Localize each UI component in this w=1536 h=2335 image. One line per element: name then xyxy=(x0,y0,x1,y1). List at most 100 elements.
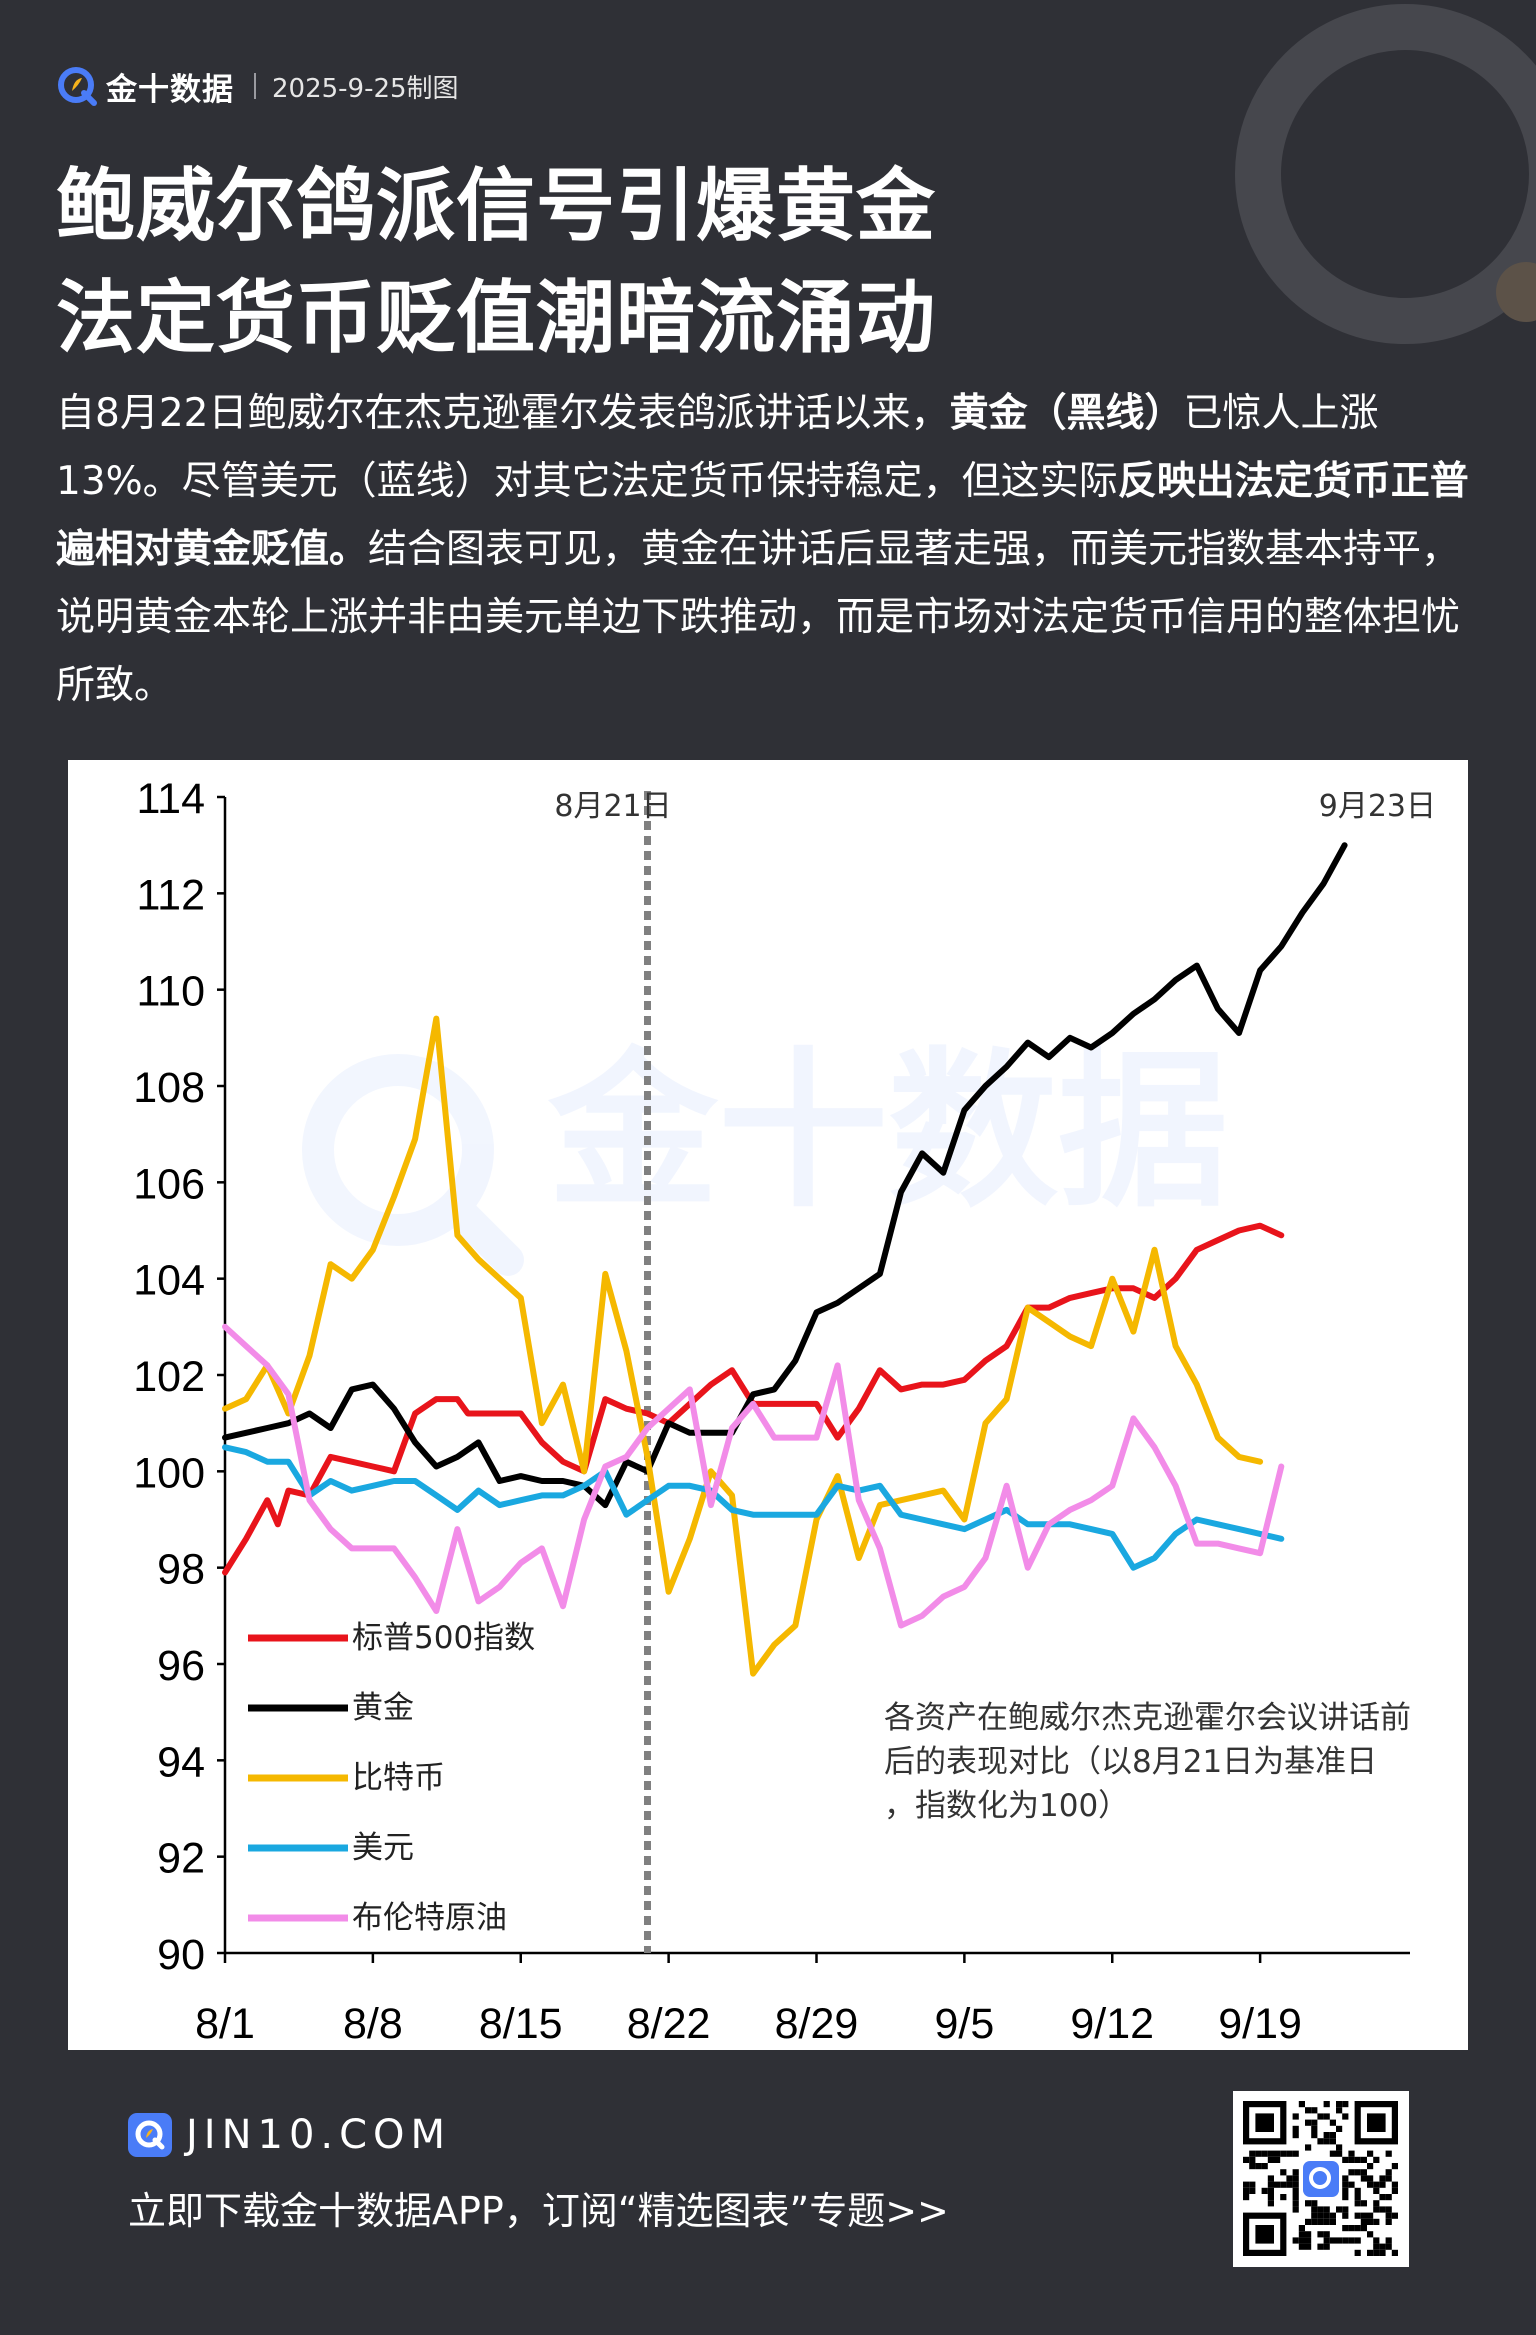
qr-module xyxy=(1329,2212,1336,2219)
qr-module xyxy=(1267,2150,1274,2157)
desc-part-4: 反映出法定货币正普遍相对黄金贬值。 xyxy=(56,459,1469,572)
footer-url[interactable]: JIN10.COM xyxy=(128,2112,451,2158)
qr-module xyxy=(1348,2237,1355,2244)
qr-module xyxy=(1342,2212,1349,2219)
footer-cta[interactable]: 立即下载金十数据APP，订阅“精选图表”专题>> xyxy=(128,2189,949,2233)
end-date-label: 9月23日 xyxy=(1319,789,1436,824)
description-paragraph: 自8月22日鲍威尔在杰克逊霍尔发表鸽派讲话以来，黄金（黑线）已惊人上涨13%。尽… xyxy=(56,380,1476,720)
y-tick-label: 90 xyxy=(157,1931,205,1979)
qr-module xyxy=(1267,2187,1274,2194)
qr-module xyxy=(1249,2150,1256,2157)
qr-module xyxy=(1385,2237,1392,2244)
page-title: 鲍威尔鸽派信号引爆黄金 法定货币贬值潮暗流涌动 xyxy=(56,150,936,374)
qr-module xyxy=(1342,2225,1349,2232)
brand-name: 金十数据 xyxy=(106,71,234,108)
qr-module xyxy=(1367,2175,1374,2182)
qr-module xyxy=(1249,2187,1256,2194)
qr-module xyxy=(1323,2206,1330,2213)
qr-module xyxy=(1317,2113,1324,2120)
qr-module xyxy=(1373,2206,1380,2213)
qr-module xyxy=(1354,2249,1361,2256)
qr-module xyxy=(1292,2187,1299,2194)
y-tick-label: 94 xyxy=(157,1738,205,1786)
qr-module xyxy=(1280,2169,1287,2176)
legend-label-1: 黄金 xyxy=(352,1690,414,1726)
chart-date: 2025-9-25制图 xyxy=(272,73,459,104)
qr-module xyxy=(1311,2132,1318,2139)
qr-module xyxy=(1367,2231,1374,2238)
series-line-0 xyxy=(222,1222,1285,1576)
qr-module xyxy=(1367,2212,1374,2219)
qr-module xyxy=(1342,2206,1349,2213)
watermark: 金十数据 xyxy=(302,1033,1228,1276)
qr-module xyxy=(1274,2181,1281,2188)
qr-module xyxy=(1329,2132,1336,2139)
chart-note: 各资产在鲍威尔杰克逊霍尔会议讲话前后的表现对比（以8月21日为基准日 ，指数化为1… xyxy=(884,1700,1411,1824)
qr-module xyxy=(1311,2212,1318,2219)
qr-code[interactable] xyxy=(1233,2091,1409,2267)
qr-module xyxy=(1342,2181,1349,2188)
legend-label-2: 比特币 xyxy=(352,1760,445,1796)
qr-module xyxy=(1267,2156,1274,2163)
qr-module xyxy=(1336,2107,1343,2114)
qr-module xyxy=(1391,2163,1398,2170)
qr-module xyxy=(1360,2169,1367,2176)
qr-module xyxy=(1323,2113,1330,2120)
qr-module xyxy=(1373,2243,1380,2250)
legend-label-3: 美元 xyxy=(352,1830,414,1866)
qr-module xyxy=(1311,2119,1318,2126)
qr-module xyxy=(1292,2237,1299,2244)
qr-module xyxy=(1348,2169,1355,2176)
qr-module xyxy=(1373,2156,1380,2163)
qr-module xyxy=(1323,2101,1330,2108)
qr-module xyxy=(1385,2150,1392,2157)
jin10-app-icon xyxy=(128,2113,172,2157)
qr-module xyxy=(1373,2181,1380,2188)
qr-module xyxy=(1261,2187,1268,2194)
x-tick-label: 8/1 xyxy=(195,2000,255,2048)
qr-module xyxy=(1292,2132,1299,2139)
qr-module xyxy=(1317,2218,1324,2225)
qr-module xyxy=(1280,2181,1287,2188)
qr-module xyxy=(1385,2218,1392,2225)
qr-module xyxy=(1348,2150,1355,2157)
qr-module xyxy=(1323,2243,1330,2250)
qr-module xyxy=(1342,2113,1349,2120)
series-line-1 xyxy=(222,842,1348,1509)
qr-module xyxy=(1323,2132,1330,2139)
qr-module xyxy=(1267,2175,1274,2182)
legend-label-4: 布伦特原油 xyxy=(352,1900,507,1936)
qr-module xyxy=(1323,2212,1330,2219)
qr-module xyxy=(1354,2187,1361,2194)
title-line-2: 法定货币贬值潮暗流涌动 xyxy=(56,272,936,364)
qr-code-image xyxy=(1243,2101,1398,2256)
qr-module xyxy=(1354,2225,1361,2232)
qr-module xyxy=(1274,2156,1281,2163)
y-tick-label: 100 xyxy=(133,1449,205,1497)
series-line-4 xyxy=(222,1323,1285,1629)
y-tick-label: 98 xyxy=(157,1546,205,1594)
qr-module xyxy=(1385,2175,1392,2182)
y-tick-label: 114 xyxy=(136,775,205,823)
qr-module xyxy=(1305,2119,1312,2126)
qr-module xyxy=(1342,2187,1349,2194)
x-tick-label: 8/8 xyxy=(343,2000,403,2048)
qr-module xyxy=(1336,2237,1343,2244)
qr-module xyxy=(1329,2218,1336,2225)
qr-module xyxy=(1292,2194,1299,2201)
qr-module xyxy=(1342,2175,1349,2182)
qr-module xyxy=(1305,2200,1312,2207)
qr-module xyxy=(1243,2187,1250,2194)
qr-module xyxy=(1360,2200,1367,2207)
y-tick-label: 112 xyxy=(136,871,205,919)
desc-part-5: 结合图表可见，黄金在讲话后显著走强，而美元指数基本持平，说明黄金本轮上涨并非由美… xyxy=(56,527,1461,708)
qr-module xyxy=(1311,2200,1318,2207)
line-chart: 金十数据 90 92 94 96 98 100 102 104 106 108 110 112 114 8… xyxy=(133,775,1436,2048)
qr-module xyxy=(1379,2243,1386,2250)
decorative-ring xyxy=(1235,4,1536,344)
y-tick-label: 104 xyxy=(133,1257,205,1305)
qr-module xyxy=(1255,2225,1274,2244)
qr-module xyxy=(1329,2119,1336,2126)
chart-note-line: ，指数化为100） xyxy=(884,1788,1129,1824)
